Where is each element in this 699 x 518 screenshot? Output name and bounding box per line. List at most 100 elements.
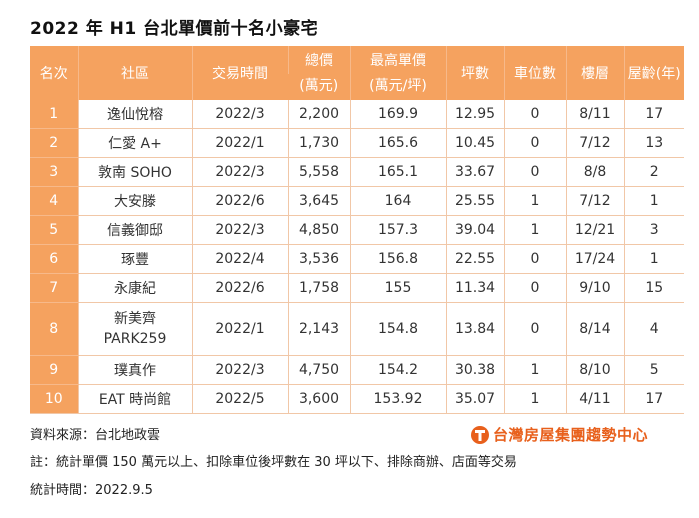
date-cell: 2022/1 [191,302,288,356]
floor-cell: 4/11 [565,384,624,414]
age-cell: 1 [623,244,684,274]
community-cell: 永康紀 [77,273,192,303]
date-cell: 2022/3 [191,355,288,385]
parking-cell: 1 [503,355,566,385]
floor-cell: 8/8 [565,157,624,187]
date-cell: 2022/4 [191,244,288,274]
date-cell: 2022/1 [191,128,288,158]
total-cell: 3,536 [287,244,350,274]
floor-cell: 17/24 [565,244,624,274]
unit-price-cell: 154.2 [349,355,446,385]
unit-price-cell: 165.6 [349,128,446,158]
age-cell: 2 [623,157,684,187]
unit-price-cell: 165.1 [349,157,446,187]
parking-cell: 0 [503,100,566,129]
total-cell: 2,200 [287,100,350,129]
community-cell: 新美齊 PARK259 [77,302,192,356]
area-cell: 11.34 [445,273,504,303]
total-cell: 4,750 [287,355,350,385]
rank-cell: 9 [30,355,78,385]
table-row: 1 逸仙悅榕 2022/3 2,200 169.9 12.95 0 8/11 1… [30,100,684,129]
period-note: 統計時間：2022.9.5 [30,483,153,498]
parking-cell: 0 [503,128,566,158]
header-community: 社區 [77,46,192,100]
floor-cell: 7/12 [565,186,624,216]
date-cell: 2022/3 [191,100,288,129]
area-cell: 10.45 [445,128,504,158]
unit-price-cell: 164 [349,186,446,216]
total-cell: 2,143 [287,302,350,356]
unit-price-cell: 157.3 [349,215,446,245]
page-title: 2022 年 H1 台北單價前十名小豪宅 [30,19,319,39]
total-cell: 4,850 [287,215,350,245]
community-name-line2: PARK259 [103,331,167,347]
rank-cell: 5 [30,215,78,245]
total-cell: 3,600 [287,384,350,414]
header-floor: 樓層 [565,46,624,100]
header-area: 坪數 [445,46,504,100]
total-cell: 1,730 [287,128,350,158]
total-cell: 3,645 [287,186,350,216]
rank-cell: 8 [30,302,78,356]
area-cell: 13.84 [445,302,504,356]
ranking-table: 名次 社區 交易時間 總價 最高單價 坪數 車位數 樓層 屋齡(年) (萬元) … [30,46,684,414]
unit-price-cell: 156.8 [349,244,446,274]
table-row: 5 信義御邸 2022/3 4,850 157.3 39.04 1 12/21 … [30,215,684,245]
date-cell: 2022/3 [191,157,288,187]
area-cell: 22.55 [445,244,504,274]
date-cell: 2022/6 [191,273,288,303]
date-cell: 2022/6 [191,186,288,216]
table-row: 8 新美齊 PARK259 2022/1 2,143 154.8 13.84 0… [30,302,684,356]
rank-cell: 4 [30,186,78,216]
unit-price-cell: 154.8 [349,302,446,356]
header-unit-price: 最高單價 [349,46,446,74]
unit-price-cell: 155 [349,273,446,303]
criteria-note: 註：統計單價 150 萬元以上、扣除車位後坪數在 30 坪以下、排除商辦、店面等… [30,455,517,470]
area-cell: 35.07 [445,384,504,414]
rank-cell: 3 [30,157,78,187]
community-cell: EAT 時尚館 [77,384,192,414]
community-cell: 大安滕 [77,186,192,216]
rank-cell: 6 [30,244,78,274]
total-cell: 5,558 [287,157,350,187]
date-cell: 2022/5 [191,384,288,414]
table-row: 4 大安滕 2022/6 3,645 164 25.55 1 7/12 1 [30,186,684,216]
rank-cell: 10 [30,384,78,414]
floor-cell: 12/21 [565,215,624,245]
taiwan-realty-logo-icon [471,425,489,444]
logo-text: 台灣房屋集團趨勢中心 [493,426,649,444]
table-row: 10 EAT 時尚館 2022/5 3,600 153.92 35.07 1 4… [30,384,684,414]
parking-cell: 0 [503,302,566,356]
community-cell: 琢豐 [77,244,192,274]
rank-cell: 7 [30,273,78,303]
unit-price-cell: 169.9 [349,100,446,129]
table-row: 6 琢豐 2022/4 3,536 156.8 22.55 0 17/24 1 [30,244,684,274]
table-row: 2 仁愛 A+ 2022/1 1,730 165.6 10.45 0 7/12 … [30,128,684,158]
parking-cell: 1 [503,384,566,414]
age-cell: 5 [623,355,684,385]
header-total-unit: (萬元) [288,74,350,100]
age-cell: 1 [623,186,684,216]
header-unit-price-unit: (萬元/坪) [349,74,446,100]
age-cell: 17 [623,100,684,129]
floor-cell: 8/14 [565,302,624,356]
age-cell: 15 [623,273,684,303]
header-rank: 名次 [30,46,78,100]
parking-cell: 0 [503,273,566,303]
rank-cell: 1 [30,100,78,129]
table-row: 9 璞真作 2022/3 4,750 154.2 30.38 1 8/10 5 [30,355,684,385]
age-cell: 3 [623,215,684,245]
community-cell: 信義御邸 [77,215,192,245]
community-name-line1: 新美齊 [114,311,156,327]
area-cell: 39.04 [445,215,504,245]
floor-cell: 9/10 [565,273,624,303]
floor-cell: 8/11 [565,100,624,129]
parking-cell: 1 [503,215,566,245]
total-cell: 1,758 [287,273,350,303]
rank-cell: 2 [30,128,78,158]
age-cell: 4 [623,302,684,356]
age-cell: 13 [623,128,684,158]
area-cell: 30.38 [445,355,504,385]
header-date: 交易時間 [191,46,288,100]
source-note: 資料來源：台北地政雲 [30,428,161,443]
